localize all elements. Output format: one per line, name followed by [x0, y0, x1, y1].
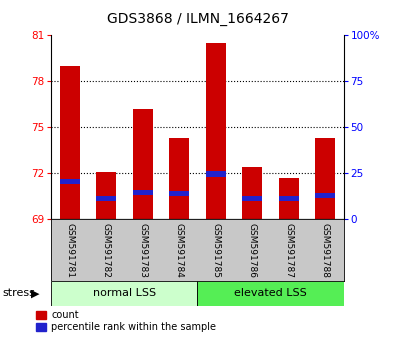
Text: GDS3868 / ILMN_1664267: GDS3868 / ILMN_1664267 — [107, 12, 288, 27]
Bar — [169, 138, 189, 219]
Bar — [279, 178, 299, 219]
Bar — [198, 281, 344, 306]
Bar — [242, 196, 262, 201]
Text: GSM591785: GSM591785 — [211, 223, 220, 278]
Bar — [242, 167, 262, 219]
Text: GSM591786: GSM591786 — [248, 223, 257, 278]
Bar — [96, 172, 116, 219]
Text: GSM591783: GSM591783 — [138, 223, 147, 278]
Text: normal LSS: normal LSS — [93, 289, 156, 298]
Legend: count, percentile rank within the sample: count, percentile rank within the sample — [36, 310, 216, 332]
Text: GSM591781: GSM591781 — [65, 223, 74, 278]
Text: GSM591782: GSM591782 — [102, 223, 111, 278]
Text: elevated LSS: elevated LSS — [234, 289, 307, 298]
Text: GSM591784: GSM591784 — [175, 223, 184, 278]
Bar — [133, 190, 153, 195]
Bar — [279, 196, 299, 201]
Bar — [315, 138, 335, 219]
Bar — [60, 66, 80, 219]
Bar — [206, 43, 226, 219]
Bar — [51, 281, 198, 306]
Bar — [96, 196, 116, 201]
Text: GSM591788: GSM591788 — [321, 223, 330, 278]
Bar — [133, 109, 153, 219]
Text: ▶: ▶ — [31, 289, 40, 298]
Bar — [315, 193, 335, 198]
Text: stress: stress — [2, 289, 35, 298]
Bar — [169, 191, 189, 196]
Text: GSM591787: GSM591787 — [284, 223, 293, 278]
Bar — [60, 179, 80, 184]
Bar — [206, 171, 226, 177]
